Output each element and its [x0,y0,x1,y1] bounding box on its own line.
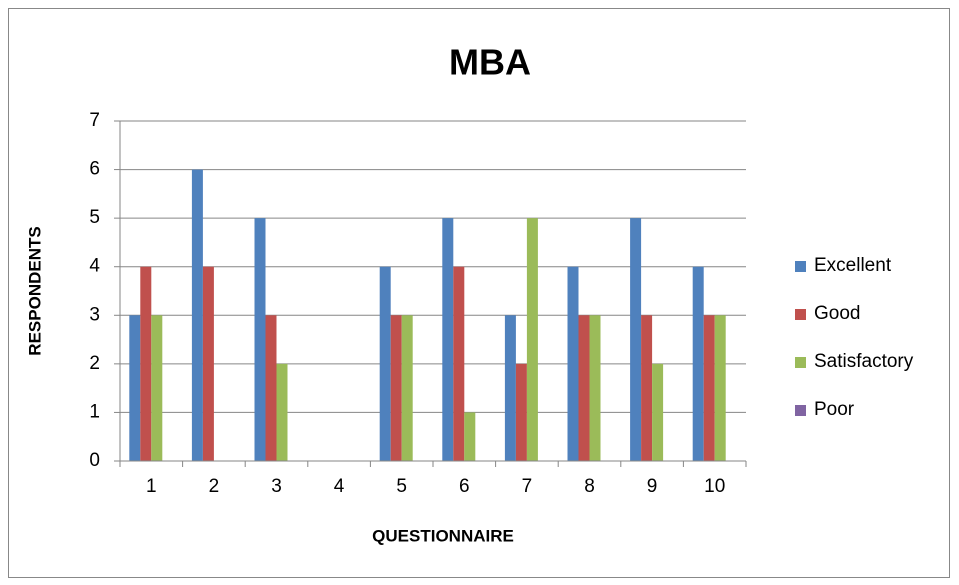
y-tick-label: 4 [89,256,100,277]
chart-border [8,8,950,578]
legend-swatch [795,405,806,416]
x-tick-label: 7 [522,476,533,497]
y-tick-label: 3 [89,304,100,325]
bar [276,363,288,461]
bar [630,218,642,461]
y-tick-label: 5 [89,207,100,228]
bar [652,363,664,461]
y-tick-label: 2 [89,353,100,374]
bar [692,266,704,461]
bar [464,412,476,461]
x-tick-label: 2 [209,476,220,497]
x-tick-label: 4 [334,476,345,497]
bar [703,315,715,461]
bar [453,266,465,461]
bar [401,315,413,461]
legend-label: Excellent [814,255,892,276]
x-tick-label: 1 [146,476,157,497]
legend-label: Poor [814,399,855,420]
legend-swatch [795,261,806,272]
bar [151,315,163,461]
bar [140,266,152,461]
bar [390,315,402,461]
legend-label: Satisfactory [814,351,914,372]
bar [567,266,579,461]
x-tick-label: 9 [647,476,658,497]
x-tick-label: 10 [704,476,725,497]
x-tick-label: 8 [584,476,595,497]
bar [578,315,590,461]
bar [504,315,516,461]
bar [254,218,266,461]
bar [641,315,653,461]
legend-swatch [795,309,806,320]
chart-title: MBA [449,42,531,83]
bar [714,315,726,461]
bar [191,169,203,462]
x-tick-label: 3 [271,476,282,497]
bar [442,218,454,461]
y-tick-label: 7 [89,110,100,131]
legend-label: Good [814,303,860,324]
bar [379,266,391,461]
bar [129,315,141,461]
bar [515,363,527,461]
bar [589,315,601,461]
legend-swatch [795,357,806,368]
y-axis-label: RESPONDENTS [25,226,44,355]
y-tick-label: 1 [89,401,100,422]
x-axis-label: QUESTIONNAIRE [372,526,514,545]
bar [265,315,277,461]
bar [202,266,214,461]
y-tick-label: 0 [89,450,100,471]
y-tick-label: 6 [89,159,100,180]
x-tick-label: 5 [396,476,407,497]
bar [526,218,538,461]
x-tick-label: 6 [459,476,470,497]
